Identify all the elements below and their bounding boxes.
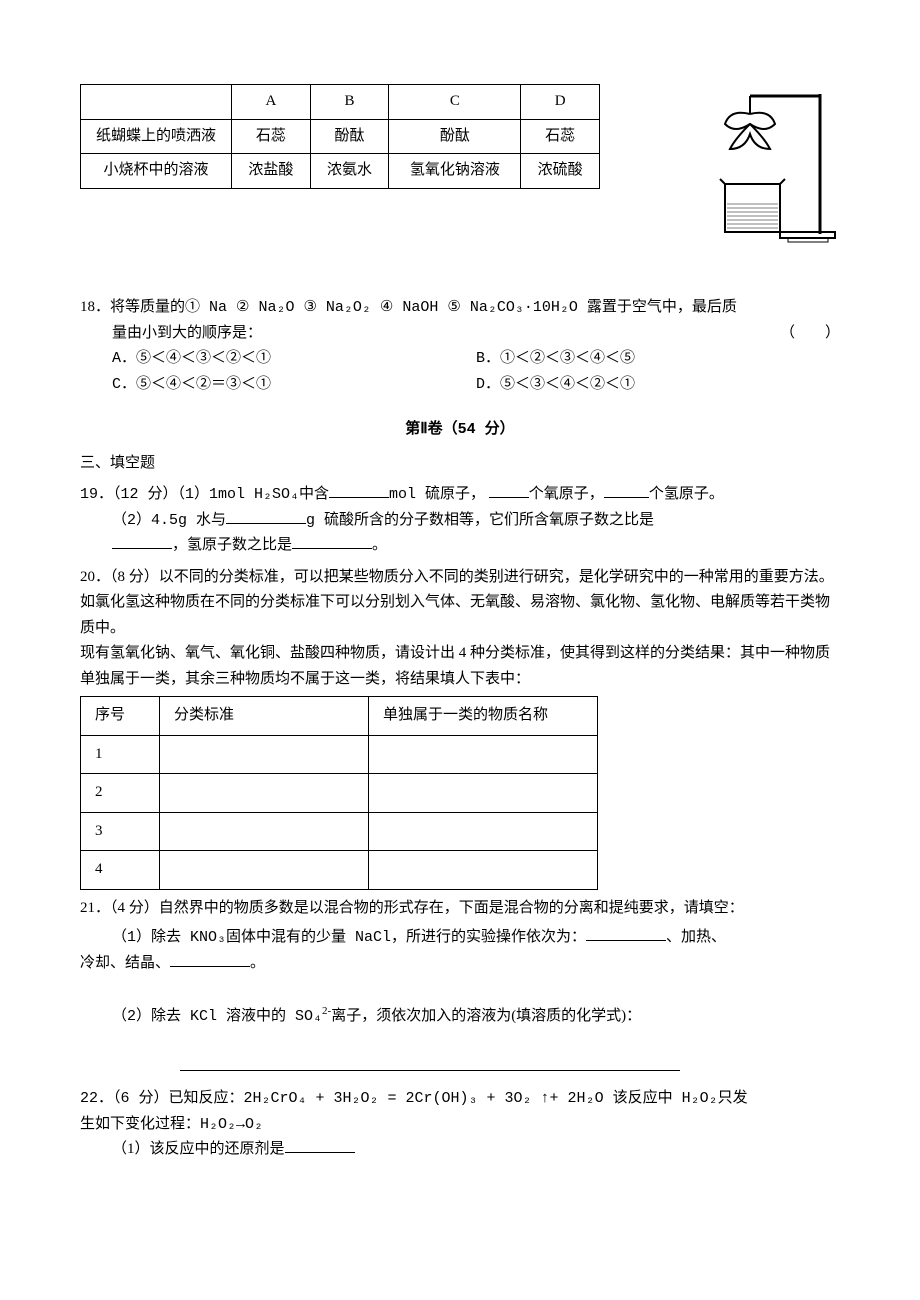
cell: 石蕊 [521,119,600,154]
q22-p1a: 22．（6 分）已知反应：2H₂CrO₄ + 3H₂O₂ = 2Cr(OH)₃ … [80,1090,748,1107]
cell-empty [369,774,598,813]
q19-2a: （2）4.5g 水与 [112,512,226,529]
q21-sup: 2- [322,1005,331,1017]
cell-empty [369,735,598,774]
q20-table: 序号 分类标准 单独属于一类的物质名称 1 2 3 4 [80,696,598,890]
section2-title: 第Ⅱ卷（54 分） [80,417,840,443]
q20: 20．（8 分）以不同的分类标准，可以把某些物质分入不同的类别进行研究，是化学研… [80,565,840,890]
row-label: 小烧杯中的溶液 [81,154,232,189]
blank [112,533,172,549]
table-row: 3 [81,812,598,851]
q18-optD: D．⑤＜③＜④＜②＜① [476,372,840,398]
table-row: 纸蝴蝶上的喷洒液 石蕊 酚酞 酚酞 石蕊 [81,119,600,154]
q19-1d: 个氢原子。 [649,486,724,503]
q22: 22．（6 分）已知反应：2H₂CrO₄ + 3H₂O₂ = 2Cr(OH)₃ … [80,1086,840,1163]
q22-p1b: 生如下变化过程：H₂O₂→O₂ [80,1116,263,1133]
cell: 2 [81,774,160,813]
cell: 石蕊 [232,119,311,154]
cell-empty [160,851,369,890]
q20-p1: 20．（8 分）以不同的分类标准，可以把某些物质分入不同的类别进行研究，是化学研… [80,565,840,642]
answer-paren: （ ） [780,321,840,347]
q18-optB: B．①＜②＜③＜④＜⑤ [476,346,840,372]
q19-1c: 个氧原子， [529,486,604,503]
blank [604,482,649,498]
q21-p2d: 。 [250,955,265,971]
cell: D [521,85,600,120]
q19-3c: 。 [372,537,387,553]
long-blank [180,1055,680,1071]
q19-2b: g 硫酸所含的分子数相等，它们所含氧原子数之比是 [306,512,654,529]
q19-3b: ，氢原子数之比是 [172,537,292,553]
q18-num: 18． [80,299,110,315]
blank [226,508,306,524]
table-row: 序号 分类标准 单独属于一类的物质名称 [81,697,598,736]
table-row: A B C D [81,85,600,120]
blank [586,925,666,941]
q21-p2c: 冷却、结晶、 [80,955,170,971]
blank [170,951,250,967]
cell: 1 [81,735,160,774]
blank [285,1137,355,1153]
cell: C [389,85,521,120]
fill-header: 三、填空题 [80,451,840,477]
q18-optC: C．⑤＜④＜②＝③＜① [112,372,476,398]
q18-optA: A．⑤＜④＜③＜②＜① [112,346,476,372]
q18: 18．将等质量的① Na ② Na₂O ③ Na₂O₂ ④ NaOH ⑤ Na₂… [80,295,840,397]
q18-stem: 将等质量的① Na ② Na₂O ③ Na₂O₂ ④ NaOH ⑤ Na₂CO₃… [110,299,737,316]
cell: 4 [81,851,160,890]
q20-p2: 现有氢氧化钠、氧气、氧化铜、盐酸四种物质，请设计出 4 种分类标准，使其得到这样… [80,641,840,692]
q21-p3a: （2）除去 KCl 溶液中的 SO₄ [112,1008,322,1025]
q21-p1: 21．（4 分）自然界中的物质多数是以混合物的形式存在，下面是混合物的分离和提纯… [80,896,840,922]
cell-empty [160,812,369,851]
q21-p2a: （1）除去 KNO₃固体中混有的少量 NaCl，所进行的实验操作依次为： [112,929,586,946]
cell: 浓盐酸 [232,154,311,189]
cell: A [232,85,311,120]
th-std: 分类标准 [160,697,369,736]
cell: 3 [81,812,160,851]
blank [329,482,389,498]
cell: 氢氧化钠溶液 [389,154,521,189]
cell-empty [369,812,598,851]
cell: 酚酞 [389,119,521,154]
row-label: 纸蝴蝶上的喷洒液 [81,119,232,154]
q21: 21．（4 分）自然界中的物质多数是以混合物的形式存在，下面是混合物的分离和提纯… [80,896,840,1081]
q21-p3b: 离子，须依次加入的溶液为(填溶质的化学式)： [331,1008,641,1024]
blank [292,533,372,549]
apparatus-figure [690,84,840,264]
cell-blank [81,85,232,120]
cell-empty [160,774,369,813]
cell: B [310,85,389,120]
table-row: 2 [81,774,598,813]
table-row: 1 [81,735,598,774]
q17-block: A B C D 纸蝴蝶上的喷洒液 石蕊 酚酞 酚酞 石蕊 小烧杯中的溶液 浓盐酸… [80,84,840,264]
th-name: 单独属于一类的物质名称 [369,697,598,736]
q19: 19．（12 分）（1）1mol H₂SO₄中含 mol 硫原子， 个氧原子， 个氢… [80,482,840,559]
cell-empty [160,735,369,774]
q21-p2b: 、加热、 [666,929,726,945]
table-row: 4 [81,851,598,890]
q19-1b: mol 硫原子， [389,486,485,503]
th-seq: 序号 [81,697,160,736]
q22-p2: （1）该反应中的还原剂是 [112,1141,285,1157]
q19-1a: 19．（12 分）（1）1mol H₂SO₄中含 [80,486,329,503]
cell: 酚酞 [310,119,389,154]
q18-stem2: 量由小到大的顺序是： [112,325,262,341]
cell-empty [369,851,598,890]
cell: 浓氨水 [310,154,389,189]
cell: 浓硫酸 [521,154,600,189]
q17-table: A B C D 纸蝴蝶上的喷洒液 石蕊 酚酞 酚酞 石蕊 小烧杯中的溶液 浓盐酸… [80,84,600,189]
table-row: 小烧杯中的溶液 浓盐酸 浓氨水 氢氧化钠溶液 浓硫酸 [81,154,600,189]
blank [489,482,529,498]
